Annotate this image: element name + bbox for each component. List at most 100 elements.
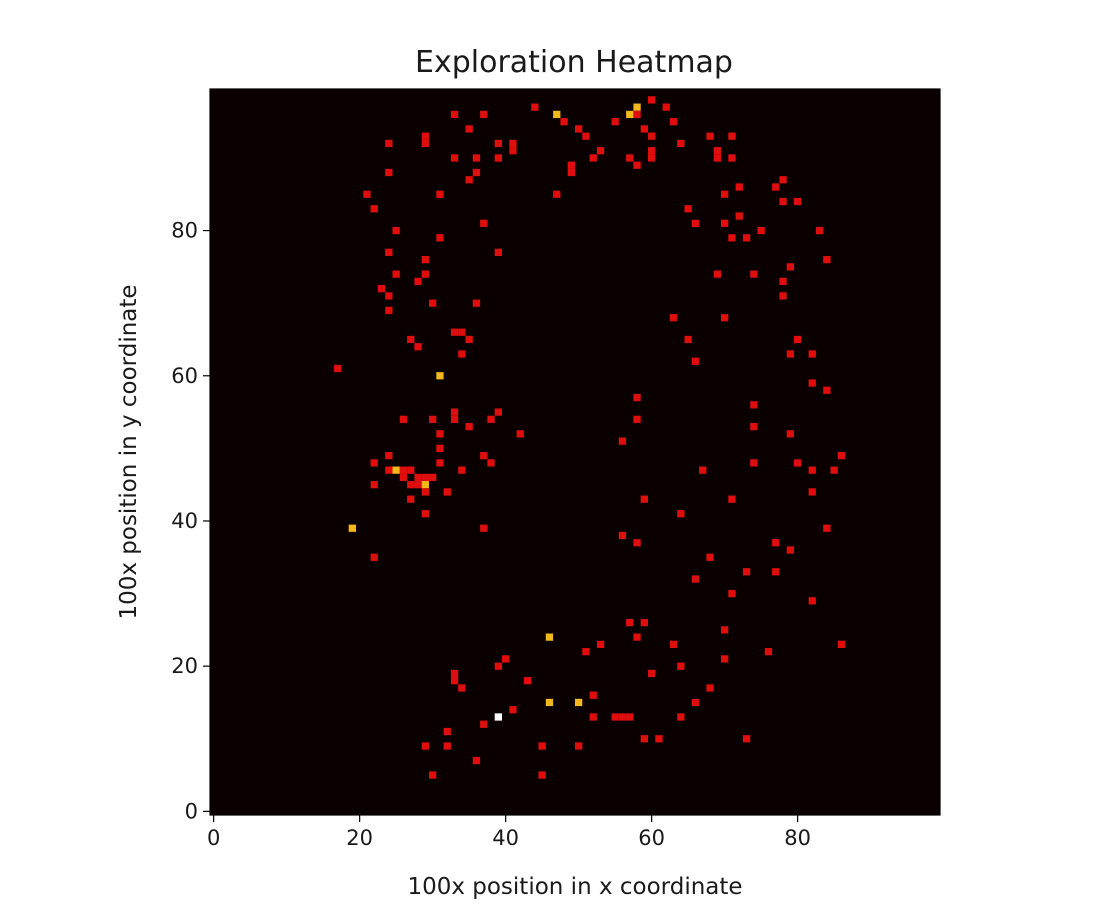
heatmap-cell — [399, 466, 408, 474]
heatmap-cell — [421, 270, 429, 278]
y-tick-label: 0 — [185, 799, 198, 823]
heatmap-cell — [786, 430, 794, 438]
heatmap-cell — [407, 495, 415, 503]
heatmap-cell — [699, 466, 707, 474]
heatmap-cell — [436, 372, 444, 380]
heatmap-cell — [450, 677, 459, 685]
heatmap-cell — [728, 154, 736, 162]
heatmap-cell — [808, 466, 816, 474]
heatmap-cell — [421, 132, 429, 140]
y-tick-label: 20 — [171, 654, 198, 678]
heatmap-cell — [421, 510, 429, 518]
heatmap-cell — [721, 190, 729, 198]
heatmap-cell — [407, 481, 415, 489]
heatmap-cell — [721, 626, 729, 634]
heatmap-cell — [713, 270, 721, 278]
heatmap-cell — [487, 459, 495, 467]
heatmap-cell — [480, 720, 488, 728]
heatmap-cell — [596, 640, 605, 649]
y-tick-label: 60 — [171, 364, 198, 388]
heatmap-cell — [815, 226, 824, 235]
heatmap-cell — [677, 510, 685, 518]
heatmap-cell — [596, 147, 605, 155]
x-tick-label: 60 — [638, 826, 665, 850]
heatmap-cell — [545, 698, 554, 707]
heatmap-cell — [575, 742, 583, 750]
heatmap-cell — [764, 648, 773, 656]
heatmap-cell — [786, 350, 794, 358]
heatmap-cell — [458, 466, 466, 474]
y-tick-label: 40 — [171, 509, 198, 533]
x-tick-label: 80 — [784, 826, 811, 850]
heatmap-cell — [684, 335, 692, 344]
heatmap-cell — [691, 698, 700, 707]
heatmap-cell — [567, 168, 575, 177]
heatmap-cell — [721, 314, 729, 322]
heatmap-cell — [582, 132, 590, 140]
heatmap-cell — [575, 125, 583, 133]
heatmap-cell — [742, 234, 751, 242]
heatmap-cell — [399, 415, 408, 423]
heatmap-cell — [385, 248, 393, 256]
heatmap-cell — [472, 154, 481, 162]
heatmap-cell — [509, 139, 517, 148]
heatmap-cell — [538, 742, 546, 750]
heatmap-cell — [377, 285, 386, 293]
heatmap-cell — [348, 524, 356, 532]
heatmap-cell — [385, 139, 393, 148]
heatmap-cell — [538, 771, 546, 779]
heatmap-cell — [582, 648, 590, 656]
heatmap-cell — [626, 154, 634, 162]
heatmap-cell — [706, 553, 714, 561]
heatmap-cell — [370, 205, 378, 213]
heatmap-cell — [728, 589, 736, 598]
heatmap-cell — [772, 568, 780, 576]
heatmap-cell — [509, 147, 517, 155]
x-tick-label: 40 — [492, 826, 519, 850]
x-axis-ticks: 0 20 40 60 80 — [207, 815, 811, 850]
heatmap-cell — [779, 176, 787, 184]
heatmap-cell — [618, 437, 627, 445]
heatmap-cell — [837, 640, 846, 649]
heatmap-cell — [450, 328, 459, 336]
chart-title: Exploration Heatmap — [415, 45, 733, 80]
heatmap-cell — [414, 343, 422, 351]
heatmap-cell — [421, 481, 429, 489]
heatmap-cell — [721, 655, 729, 663]
heatmap-cell — [677, 139, 685, 148]
heatmap-cell — [640, 495, 648, 503]
heatmap-cell — [633, 415, 641, 423]
heatmap-cell — [808, 488, 816, 496]
heatmap-cells — [334, 96, 846, 779]
heatmap-cell — [706, 132, 714, 140]
heatmap-cell — [436, 234, 444, 242]
heatmap-cell — [633, 161, 641, 169]
heatmap-cell — [392, 466, 400, 474]
heatmap-cell — [830, 466, 838, 474]
heatmap-cell — [472, 168, 481, 177]
heatmap-cell — [494, 154, 502, 162]
heatmap-cell — [421, 139, 429, 148]
heatmap-cell — [567, 161, 575, 169]
heatmap-cell — [494, 248, 502, 256]
heatmap-cell — [392, 270, 400, 278]
heatmap-cell — [640, 618, 648, 627]
heatmap-cell — [618, 531, 627, 540]
heatmap-cell — [494, 408, 502, 416]
heatmap-cell — [721, 219, 729, 227]
heatmap-cell — [523, 677, 532, 685]
heatmap-cell — [421, 255, 429, 264]
heatmap-cell — [750, 270, 758, 278]
heatmap-cell — [370, 481, 378, 489]
heatmap-cell — [823, 255, 831, 264]
heatmap-cell — [728, 234, 736, 242]
heatmap-cell — [385, 292, 393, 300]
heatmap-cell — [443, 488, 451, 496]
heatmap-cell — [509, 706, 517, 714]
heatmap-cell — [392, 226, 400, 235]
heatmap-cell — [648, 147, 656, 155]
heatmap-cell — [385, 306, 393, 315]
heatmap-cell — [823, 386, 831, 394]
heatmap-cell — [633, 110, 641, 119]
heatmap-cell — [436, 190, 444, 198]
